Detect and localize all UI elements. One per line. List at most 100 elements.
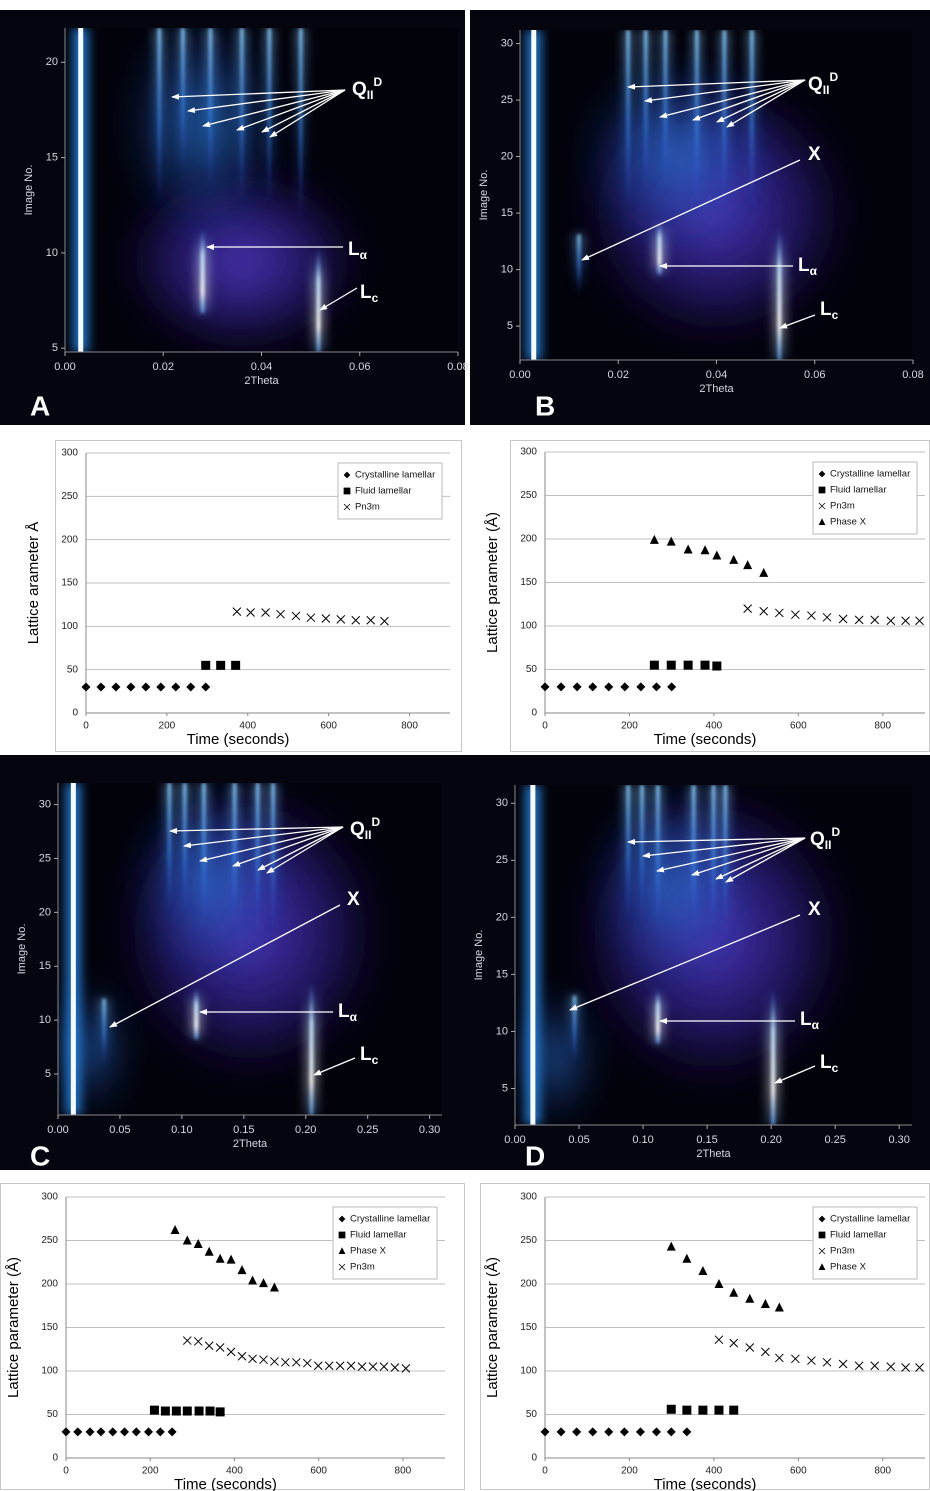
legend-box — [812, 1206, 918, 1280]
x-tick-label: 0.08 — [447, 361, 468, 373]
annotation-arrow — [659, 79, 806, 119]
legend: Crystalline lamellar Fluid lamellar Pn3m Ph… — [812, 461, 918, 535]
y-tick-label: 150 — [61, 578, 78, 589]
annotation-text: X — [347, 889, 360, 910]
annotation-text: Q — [808, 74, 823, 95]
marker-square — [205, 1406, 215, 1416]
marker-diamond — [343, 471, 351, 479]
marker-diamond — [61, 1427, 71, 1437]
marker-x — [714, 1335, 724, 1345]
reflection — [181, 28, 185, 174]
heatmap-panel: 0.00 0.02 0.04 0.06 0.08 5 10 15 20 2Theta Image N… — [0, 10, 469, 425]
y-tick-label: 20 — [46, 56, 58, 68]
annotation-subscript: II — [825, 838, 832, 852]
x-tick-label: 0.00 — [54, 361, 75, 373]
annotation-arrow — [171, 89, 346, 100]
y-tick-label: 250 — [520, 1235, 537, 1246]
y-tick-label: 150 — [520, 577, 537, 588]
x-tick-label: 800 — [874, 721, 891, 732]
annotation-text: Q — [352, 79, 367, 100]
marker-triangle — [193, 1238, 203, 1248]
marker-triangle — [259, 1278, 269, 1288]
y-tick-label: 10 — [496, 1025, 508, 1037]
marker-x — [366, 615, 376, 625]
reflection — [102, 998, 106, 1066]
annotation: Lc — [820, 299, 839, 322]
marker-x — [774, 1353, 784, 1363]
x-tick-label: 600 — [790, 1466, 807, 1477]
y-tick-label: 200 — [41, 1279, 58, 1290]
marker-x — [743, 604, 753, 613]
legend-label: Phase X — [350, 1246, 387, 1257]
marker-x — [182, 1336, 192, 1345]
annotation: QIID — [808, 70, 838, 97]
annotation: Lα — [348, 239, 368, 262]
annotation-subscript: c — [832, 1061, 839, 1075]
y-tick-label: 250 — [41, 1235, 58, 1246]
reflection — [267, 28, 271, 207]
x-tick-label: 600 — [320, 721, 337, 732]
marker-square — [182, 1406, 192, 1416]
reflection — [771, 989, 775, 1125]
marker-triangle — [774, 1302, 784, 1312]
annotation-subscript: α — [360, 248, 368, 262]
marker-diamond — [682, 1427, 692, 1437]
marker-x — [306, 613, 316, 623]
marker-x — [237, 1351, 247, 1361]
marker-square — [683, 660, 693, 670]
marker-x — [915, 616, 924, 626]
marker-x — [321, 614, 331, 623]
marker-triangle — [682, 1253, 692, 1263]
intensity-glow — [578, 56, 776, 255]
marker-triangle — [729, 554, 739, 564]
reflection — [202, 783, 206, 933]
marker-diamond — [73, 1427, 83, 1437]
marker-x — [870, 1361, 880, 1371]
y-tick-label: 100 — [520, 1366, 537, 1377]
x-tick-label: 0.30 — [419, 1124, 440, 1136]
y-tick-label: 20 — [39, 906, 51, 918]
annotation-text: L — [338, 1001, 350, 1022]
reflection — [656, 785, 660, 938]
y-tick-label: 100 — [520, 621, 537, 632]
marker-diamond — [667, 682, 677, 692]
heatmap-image — [520, 30, 913, 360]
y-tick-label: 250 — [61, 491, 78, 502]
marker-x — [822, 612, 832, 622]
marker-triangle — [666, 536, 676, 546]
annotation-subscript: c — [832, 308, 839, 322]
scatter-panel: 0 50 100 150 200 250 300 0 200 400 600 800 Time (sec… — [480, 1183, 930, 1491]
marker-x — [343, 503, 351, 511]
marker-x — [791, 1354, 800, 1364]
x-tick-label: 0 — [542, 721, 548, 732]
beam-core — [531, 30, 537, 360]
marker-x — [313, 1361, 323, 1371]
x-tick-label: 200 — [159, 721, 176, 732]
marker-triangle — [714, 1279, 724, 1288]
reflection — [711, 785, 716, 938]
annotation-text: X — [808, 899, 821, 920]
marker-triangle — [248, 1275, 258, 1285]
y-tick-label: 50 — [67, 664, 79, 675]
panel-label: C — [30, 1140, 50, 1171]
y-tick-label: 30 — [39, 798, 51, 810]
y-tick-label: 300 — [520, 447, 537, 458]
annotation-arrow — [569, 914, 801, 1011]
annotation: Lc — [820, 1052, 839, 1075]
x-tick-label: 200 — [621, 1466, 638, 1477]
marker-x — [854, 1361, 864, 1371]
legend-label: Fluid lamellar — [350, 1230, 407, 1241]
y-tick-label: 15 — [39, 960, 51, 972]
marker-triangle — [818, 1263, 826, 1270]
marker-square — [698, 1405, 708, 1415]
marker-x — [291, 611, 301, 621]
x-tick-label: 0.10 — [632, 1134, 653, 1146]
marker-diamond — [120, 1427, 130, 1437]
annotation: QIID — [810, 825, 840, 852]
x-tick-label: 800 — [401, 721, 418, 732]
y-tick-label: 20 — [496, 911, 508, 923]
annotation-text: L — [798, 255, 810, 276]
marker-x — [357, 1362, 367, 1372]
y-tick-label: 10 — [501, 263, 513, 275]
